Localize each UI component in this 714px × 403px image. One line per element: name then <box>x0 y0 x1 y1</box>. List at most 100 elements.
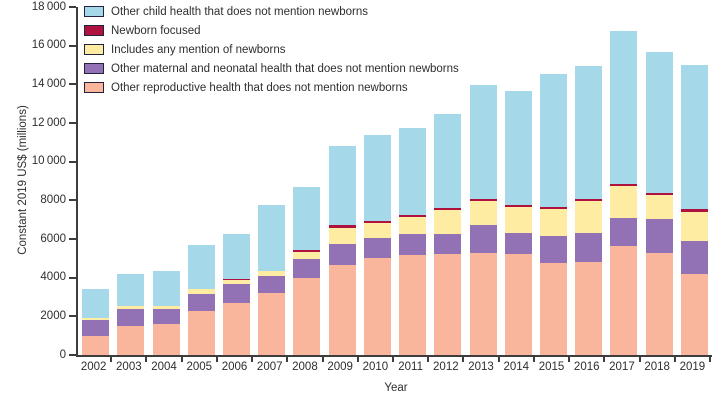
legend-swatch <box>84 63 104 74</box>
bar-segment <box>645 193 673 196</box>
bar-2013 <box>469 85 497 355</box>
bar-2012 <box>434 114 462 355</box>
y-tick-label: 16 000 <box>31 39 66 52</box>
bar-segment <box>187 289 215 295</box>
bar-segment <box>575 261 603 355</box>
bar-segment <box>645 252 673 355</box>
y-tick-label: 8000 <box>40 193 66 206</box>
x-tick-label: 2012 <box>433 361 459 373</box>
x-tick-label: 2019 <box>679 361 706 373</box>
bar-segment <box>328 225 356 229</box>
bar-segment <box>610 217 638 246</box>
x-tick-label: 2010 <box>362 361 389 373</box>
legend-label: Other reproductive health that does not … <box>111 81 408 94</box>
bar-segment <box>293 251 321 260</box>
bar-2016 <box>575 66 603 355</box>
bar-segment <box>293 186 321 251</box>
bar-segment <box>434 208 462 211</box>
bar-segment <box>504 232 532 254</box>
plot-area <box>76 7 712 357</box>
bar-segment <box>82 289 110 319</box>
bar-segment <box>434 254 462 355</box>
bar-segment <box>680 273 708 355</box>
bar-segment <box>223 302 250 355</box>
legend-swatch <box>84 6 104 17</box>
x-tick-mark <box>286 356 289 362</box>
bar-segment <box>152 305 180 309</box>
y-tick-label: 14 000 <box>31 77 66 90</box>
y-tick-mark <box>69 6 76 8</box>
bar-segment <box>610 186 638 218</box>
x-tick-label: 2003 <box>116 361 142 373</box>
bar-segment <box>399 214 427 217</box>
x-tick-mark <box>673 356 676 362</box>
y-tick-mark <box>69 315 76 318</box>
x-tick-mark <box>215 356 218 362</box>
bar-segment <box>363 237 391 258</box>
bar-segment <box>680 65 708 210</box>
x-tick-label: 2014 <box>503 361 530 373</box>
x-tick-mark <box>568 356 571 362</box>
bar-segment <box>575 199 603 202</box>
bar-segment <box>575 201 603 233</box>
x-tick-mark <box>180 356 183 362</box>
bar-segment <box>117 326 145 355</box>
x-tick-label: 2007 <box>256 361 283 373</box>
y-tick-label: 2000 <box>40 309 66 322</box>
bar-segment <box>540 236 567 263</box>
x-tick-mark <box>110 356 113 362</box>
bar-segment <box>117 305 145 309</box>
bar-segment <box>293 277 321 355</box>
y-tick-label: 0 <box>59 348 66 361</box>
bar-segment <box>363 220 391 223</box>
y-tick-mark <box>69 83 76 86</box>
bar-segment <box>258 271 286 276</box>
bar-segment <box>399 255 427 355</box>
bar-segment <box>504 206 532 233</box>
bar-segment <box>328 146 356 226</box>
bar-2014 <box>504 91 532 355</box>
bar-segment <box>258 292 286 355</box>
legend-label: Other maternal and neonatal health that … <box>111 62 459 75</box>
bar-segment <box>680 240 708 274</box>
y-tick-mark <box>69 160 76 163</box>
y-tick-label: 12 000 <box>31 116 66 129</box>
bar-segment <box>328 243 356 266</box>
bar-segment <box>504 253 532 355</box>
bar-segment <box>293 250 321 252</box>
y-tick-mark <box>69 44 76 47</box>
bar-segment <box>469 199 497 201</box>
y-tick-mark <box>69 238 76 240</box>
bar-segment <box>540 262 567 355</box>
x-tick-mark <box>251 356 254 362</box>
bar-2003 <box>117 273 145 355</box>
x-tick-label: 2016 <box>573 361 600 373</box>
bar-2008 <box>293 186 321 355</box>
bar-segment <box>469 85 497 200</box>
bar-2007 <box>258 205 286 355</box>
bar-segment <box>399 234 427 256</box>
x-tick-label: 2005 <box>186 361 213 373</box>
bar-segment <box>82 318 110 321</box>
x-tick-mark <box>392 356 394 362</box>
x-tick-mark <box>603 356 606 362</box>
bar-segment <box>434 233 462 255</box>
bar-segment <box>363 257 391 355</box>
bar-segment <box>680 209 708 212</box>
legend-row: Other maternal and neonatal health that … <box>84 59 459 78</box>
bar-segment <box>187 294 215 311</box>
x-tick-label: 2018 <box>644 361 670 373</box>
y-tick-label: 4000 <box>40 271 66 284</box>
bar-segment <box>152 270 180 306</box>
bar-segment <box>363 222 391 238</box>
bar-2010 <box>363 134 391 355</box>
y-tick-mark <box>69 199 76 202</box>
bar-segment <box>258 205 286 271</box>
x-tick-mark <box>427 356 430 362</box>
bar-segment <box>469 252 497 355</box>
bar-segment <box>117 308 145 326</box>
bar-segment <box>645 219 673 253</box>
y-tick-mark <box>69 354 76 356</box>
x-tick-label: 2017 <box>609 361 635 373</box>
bar-segment <box>82 335 110 355</box>
